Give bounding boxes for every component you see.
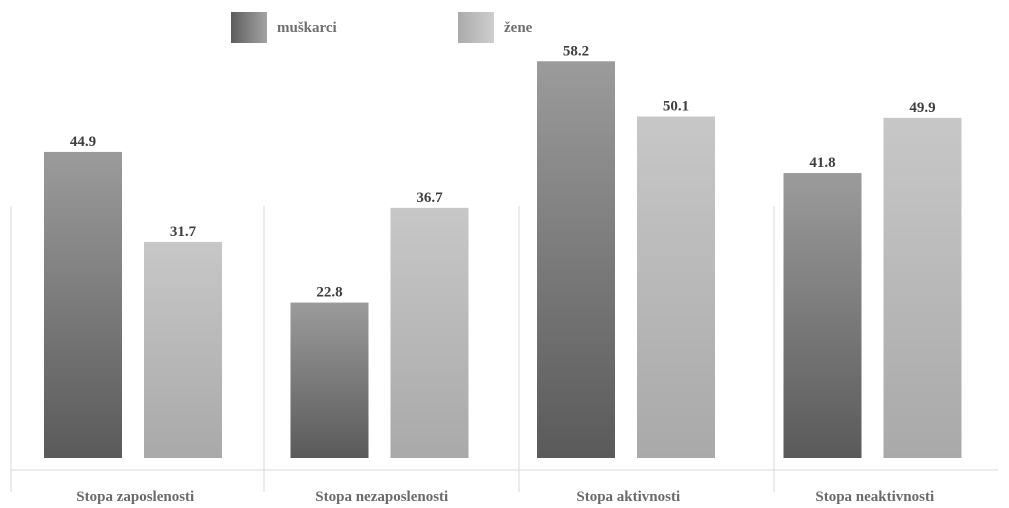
value-label-žene-3: 49.9 bbox=[909, 100, 935, 116]
value-label-muškarci-1: 22.8 bbox=[316, 285, 342, 301]
legend-swatch-žene bbox=[458, 12, 494, 43]
value-label-žene-1: 36.7 bbox=[416, 190, 443, 206]
value-label-muškarci-0: 44.9 bbox=[70, 134, 96, 150]
bar-muškarci-0 bbox=[44, 151, 122, 458]
bar-žene-1 bbox=[390, 207, 469, 458]
bar-muškarci-3 bbox=[783, 173, 862, 458]
bar-muškarci-1 bbox=[290, 302, 369, 458]
value-label-žene-0: 31.7 bbox=[170, 224, 197, 240]
bar-žene-0 bbox=[144, 241, 222, 458]
legend: muškarci žene bbox=[231, 12, 533, 43]
category-label-2: Stopa aktivnosti bbox=[576, 489, 680, 505]
category-label-0: Stopa zaposlenosti bbox=[76, 489, 194, 505]
value-label-žene-2: 50.1 bbox=[663, 98, 689, 114]
value-label-muškarci-3: 41.8 bbox=[809, 155, 835, 171]
legend-label-žene: žene bbox=[504, 20, 533, 36]
category-label-3: Stopa neaktivnosti bbox=[815, 489, 934, 505]
category-label-1: Stopa nezaposlenosti bbox=[315, 489, 448, 505]
legend-label-muškarci: muškarci bbox=[277, 20, 337, 36]
bar-žene-3 bbox=[883, 117, 962, 459]
bars bbox=[44, 61, 962, 459]
bar-žene-2 bbox=[637, 116, 715, 459]
value-label-muškarci-2: 58.2 bbox=[563, 43, 589, 59]
bar-muškarci-2 bbox=[537, 61, 615, 459]
category-separators bbox=[10, 206, 998, 492]
category-labels: Stopa zaposlenosti Stopa nezaposlenosti St… bbox=[76, 489, 934, 505]
value-labels: 44.9 31.7 22.8 36.7 58.2 50.1 41.8 49.9 bbox=[70, 43, 936, 300]
legend-swatch-muškarci bbox=[231, 12, 267, 43]
